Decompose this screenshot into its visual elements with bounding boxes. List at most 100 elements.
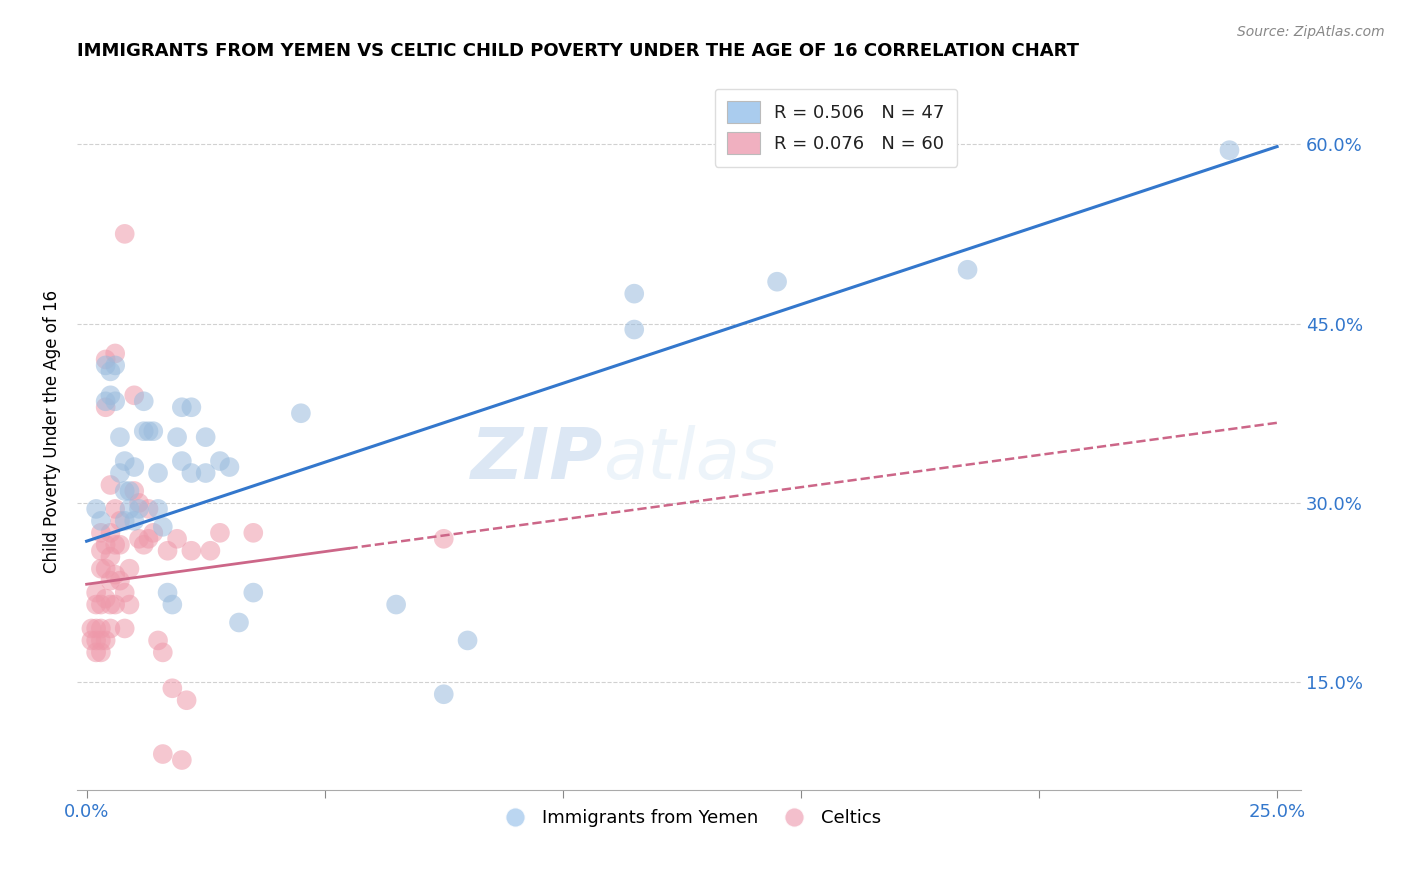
Point [138,424,160,438]
Point [166,532,188,546]
Point [152,747,174,761]
Point [162,681,184,696]
Point [218,460,240,475]
Point [146,502,169,516]
Point [108,574,131,588]
Point [84,502,107,516]
Point [94,538,117,552]
Point [100,598,122,612]
Point [152,645,174,659]
Point [114,622,136,636]
Point [90,543,112,558]
Point [142,525,165,540]
Point [90,645,112,659]
Point [108,466,131,480]
Point [104,567,127,582]
Point [162,598,184,612]
Point [104,346,127,360]
Point [114,585,136,599]
Point [118,502,141,516]
Point [433,532,456,546]
Point [100,525,122,540]
Point [108,430,131,444]
Point [90,622,112,636]
Point [170,753,193,767]
Point [138,532,160,546]
Point [118,483,141,498]
Point [100,549,122,564]
Point [94,591,117,606]
Point [90,633,112,648]
Point [100,388,122,402]
Point [156,585,179,599]
Point [180,543,202,558]
Point [100,478,122,492]
Point [128,496,150,510]
Point [122,388,145,402]
Point [128,532,150,546]
Point [80,633,103,648]
Point [132,394,155,409]
Point [100,574,122,588]
Point [108,514,131,528]
Point [290,406,312,420]
Point [84,598,107,612]
Point [132,538,155,552]
Y-axis label: Child Poverty Under the Age of 16: Child Poverty Under the Age of 16 [44,290,60,573]
Point [242,525,264,540]
Point [100,364,122,378]
Point [94,401,117,415]
Point [766,275,789,289]
Point [118,598,141,612]
Point [114,227,136,241]
Point [94,352,117,367]
Point [90,514,112,528]
Legend: Immigrants from Yemen, Celtics: Immigrants from Yemen, Celtics [489,802,889,835]
Point [623,322,645,336]
Point [104,394,127,409]
Point [208,454,231,468]
Point [132,424,155,438]
Point [84,633,107,648]
Point [152,520,174,534]
Point [80,622,103,636]
Point [146,466,169,480]
Point [104,538,127,552]
Text: atlas: atlas [603,425,778,494]
Point [433,687,456,701]
Point [1218,143,1240,157]
Point [142,424,165,438]
Point [94,394,117,409]
Point [200,543,222,558]
Point [100,622,122,636]
Point [114,514,136,528]
Point [118,562,141,576]
Point [146,633,169,648]
Point [194,430,217,444]
Point [104,359,127,373]
Point [623,286,645,301]
Point [108,538,131,552]
Point [94,633,117,648]
Point [122,460,145,475]
Point [90,562,112,576]
Point [208,525,231,540]
Point [104,502,127,516]
Point [194,466,217,480]
Point [128,502,150,516]
Point [114,454,136,468]
Text: Source: ZipAtlas.com: Source: ZipAtlas.com [1237,25,1385,39]
Point [90,598,112,612]
Point [180,401,202,415]
Point [138,502,160,516]
Point [122,514,145,528]
Point [90,525,112,540]
Point [180,466,202,480]
Point [242,585,264,599]
Point [114,483,136,498]
Point [956,262,979,277]
Point [228,615,250,630]
Text: ZIP: ZIP [471,425,603,494]
Point [457,633,479,648]
Point [84,622,107,636]
